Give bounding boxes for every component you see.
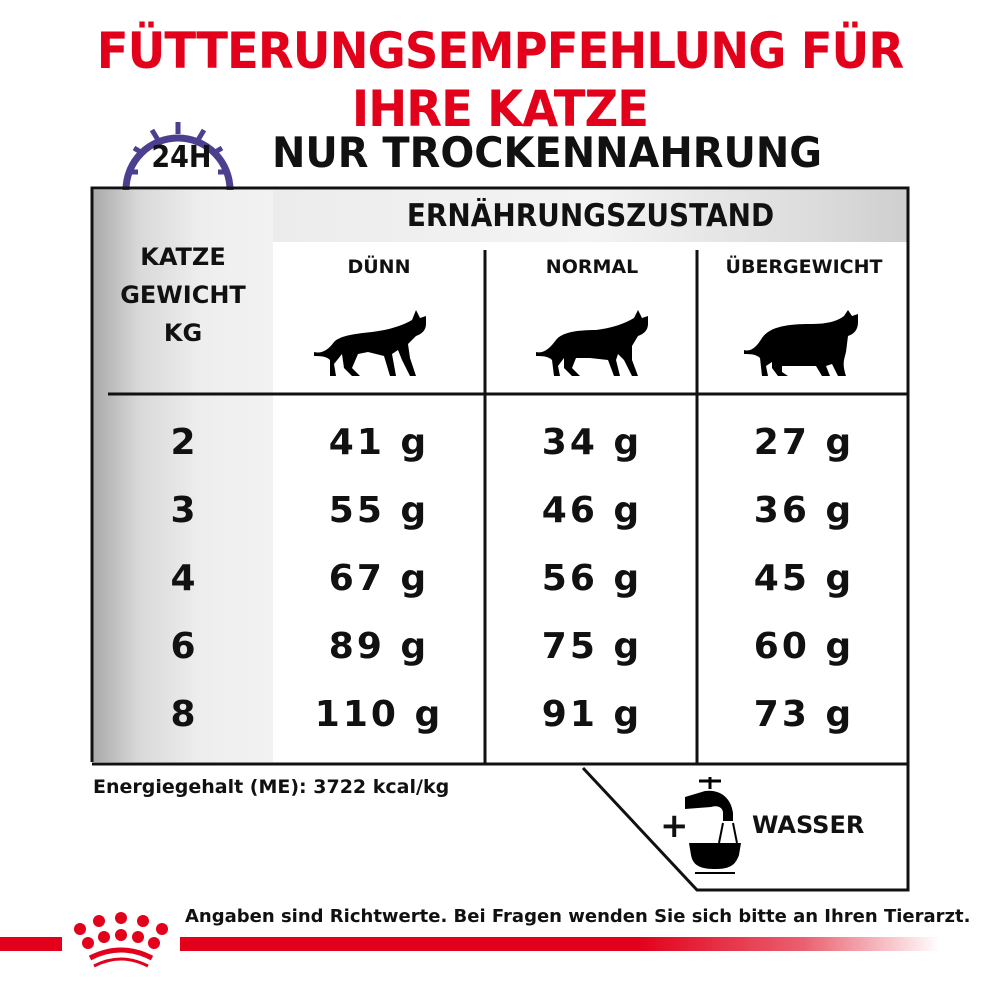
weight-column-bg	[93, 190, 273, 762]
water-label: WASSER	[752, 811, 865, 839]
amount-cell: 56 g	[541, 558, 643, 599]
amount-cell: 27 g	[753, 422, 855, 463]
disclaimer: Angaben sind Richtwerte. Bei Fragen wend…	[185, 906, 971, 927]
weight-cell: 2	[170, 422, 196, 463]
weight-cell: 8	[170, 694, 196, 735]
thin-cat-icon	[314, 310, 426, 376]
page-title: FÜTTERUNGSEMPFEHLUNG FÜR IHRE KATZE	[96, 22, 904, 138]
amount-cell: 110 g	[314, 694, 444, 735]
clock-label: 24H	[151, 140, 212, 175]
column-header-normal: NORMAL	[545, 256, 639, 278]
section-title: NUR TROCKENNAHRUNG	[272, 128, 823, 177]
amount-cell: 75 g	[541, 626, 643, 667]
amount-cell: 41 g	[328, 422, 430, 463]
amount-cell: 46 g	[541, 490, 643, 531]
amount-cell: 60 g	[753, 626, 855, 667]
column-header-overweight: ÜBERGEWICHT	[725, 256, 883, 278]
weight-cell: 6	[170, 626, 196, 667]
overweight-cat-icon	[744, 310, 858, 376]
column-header-thin: DÜNN	[347, 256, 411, 278]
royal-canin-logo	[74, 912, 168, 968]
amount-cell: 73 g	[753, 694, 855, 735]
brand-stripe-right	[180, 937, 940, 951]
weight-header-line: GEWICHT	[120, 281, 246, 309]
weight-header-line: KATZE	[140, 243, 226, 271]
brand-stripe-left	[0, 937, 62, 951]
amount-cell: 55 g	[328, 490, 430, 531]
energy-content: Energiegehalt (ME): 3722 kcal/kg	[93, 776, 450, 798]
weight-header: KATZE GEWICHT KG	[93, 238, 273, 352]
plus-sign: +	[660, 806, 689, 846]
amount-cell: 34 g	[541, 422, 643, 463]
weight-cell: 4	[170, 558, 196, 599]
amount-cell: 67 g	[328, 558, 430, 599]
weight-header-line: KG	[163, 319, 203, 347]
amount-cell: 36 g	[753, 490, 855, 531]
amount-cell: 89 g	[328, 626, 430, 667]
amount-cell: 45 g	[753, 558, 855, 599]
weight-cell: 3	[170, 490, 196, 531]
group-header-label: ERNÄHRUNGSZUSTAND	[406, 198, 775, 234]
water-tap-bowl-icon	[685, 777, 741, 874]
clock-icon	[122, 122, 234, 191]
group-header: ERNÄHRUNGSZUSTAND	[273, 190, 908, 242]
normal-cat-icon	[536, 310, 648, 376]
amount-cell: 91 g	[541, 694, 643, 735]
